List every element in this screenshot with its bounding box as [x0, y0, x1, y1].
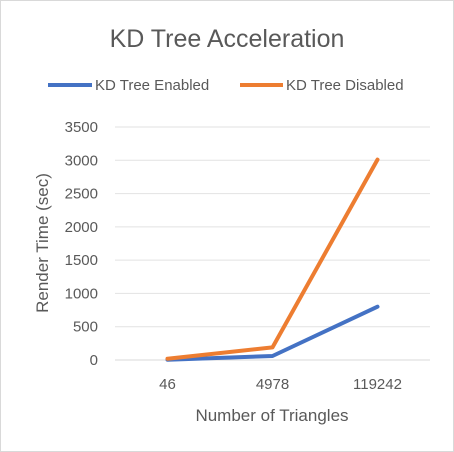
y-tick-label: 500: [73, 319, 98, 336]
series-line-kd-tree-disabled: [165, 157, 380, 361]
y-tick-label: 1500: [65, 252, 98, 269]
y-tick-label: 3000: [65, 152, 98, 169]
series-line-kd-tree-enabled: [165, 304, 380, 362]
x-tick-label: 46: [159, 376, 176, 393]
gridlines: [115, 126, 430, 361]
y-axis-ticks: 0 500 1000 1500 2000 2500 3000 3500: [65, 119, 98, 369]
x-tick-label: 119242: [353, 376, 402, 393]
y-tick-label: 1000: [65, 285, 98, 302]
chart-title: KD Tree Acceleration: [110, 25, 345, 53]
y-tick-label: 2000: [65, 219, 98, 236]
x-tick-label: 4978: [256, 376, 289, 393]
legend-label-disabled: KD Tree Disabled: [286, 77, 404, 94]
legend-label-enabled: KD Tree Enabled: [95, 77, 209, 94]
x-axis-ticks: 46 4978 119242: [159, 376, 402, 393]
legend: KD Tree Enabled KD Tree Disabled: [48, 77, 404, 94]
y-tick-label: 0: [90, 352, 98, 369]
series-lines: [165, 157, 380, 362]
x-axis-title: Number of Triangles: [195, 406, 348, 425]
y-tick-label: 3500: [65, 119, 98, 136]
y-axis-title: Render Time (sec): [33, 173, 52, 313]
y-tick-label: 2500: [65, 186, 98, 203]
